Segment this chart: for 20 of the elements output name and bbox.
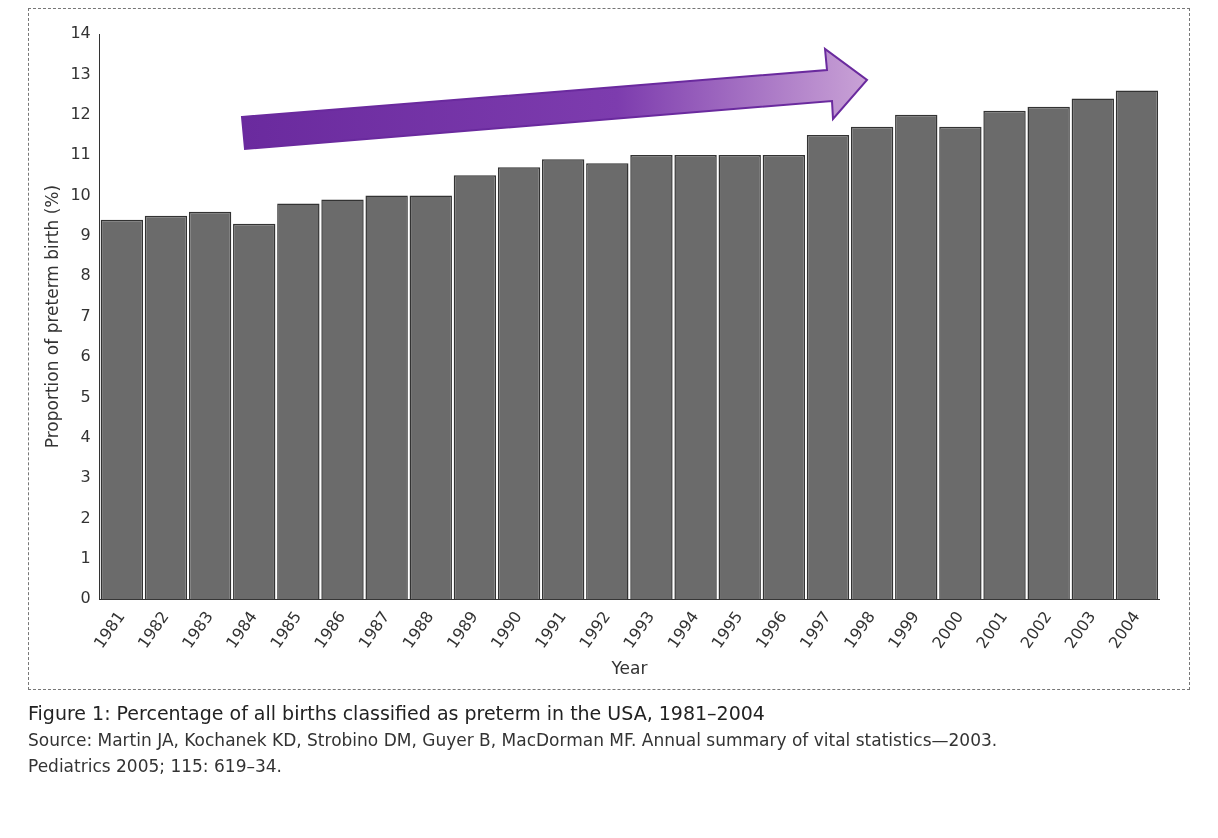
y-axis-title: Proportion of preterm birth (%) xyxy=(41,184,62,449)
text: Pediatrics 2005; 115: 619–34. xyxy=(28,756,283,776)
y-tick-label: 8 xyxy=(80,265,91,285)
x-axis-title: Year xyxy=(610,658,648,679)
text: Figure 1: Percentage of all births classified as preterm in the USA, 1981–2004 xyxy=(28,702,766,724)
y-tick-label: 2 xyxy=(80,507,91,527)
y-tick-label: 13 xyxy=(70,63,91,83)
y-tick-label: 7 xyxy=(80,305,91,325)
y-tick-label: 5 xyxy=(80,386,91,406)
y-tick-label: 0 xyxy=(80,588,91,608)
source-note: Source: Martin JA, Kochanek KD, Strobino DM, Guyer B, MacDorman MF. Annual summary of vital statistics—2003. xyxy=(28,730,999,750)
y-tick-label: 9 xyxy=(80,225,91,245)
y-tick-label: 10 xyxy=(70,184,91,204)
y-tick-label: 14 xyxy=(70,23,91,43)
y-tick-label: 4 xyxy=(80,426,91,446)
y-tick-label: 3 xyxy=(80,467,91,487)
y-tick-label: 6 xyxy=(80,346,91,366)
y-tick-label: 1 xyxy=(80,548,91,568)
y-tick-label: 11 xyxy=(70,144,91,164)
y-tick-label: 12 xyxy=(70,103,91,123)
